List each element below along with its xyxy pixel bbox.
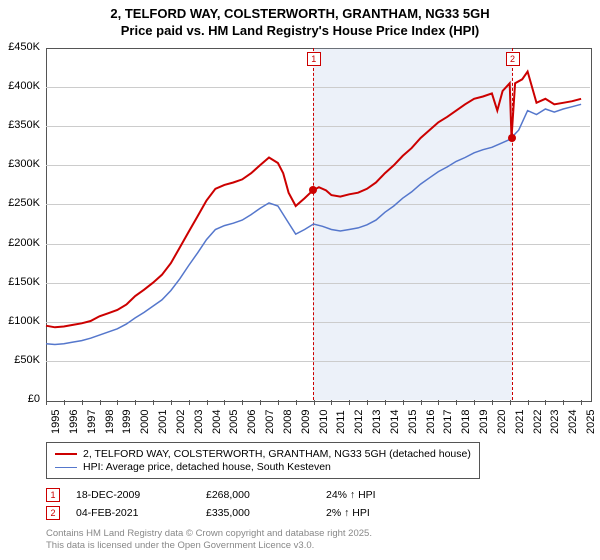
legend-swatch <box>55 467 77 468</box>
sale-price: £268,000 <box>206 489 326 501</box>
sale-row: 1 18-DEC-2009£268,00024% ↑ HPI <box>46 486 446 504</box>
legend: 2, TELFORD WAY, COLSTERWORTH, GRANTHAM, … <box>46 442 480 479</box>
legend-row: HPI: Average price, detached house, Sout… <box>55 461 471 473</box>
sale-delta: 2% ↑ HPI <box>326 507 446 519</box>
legend-swatch <box>55 453 77 455</box>
sale-marker-label: 2 <box>506 52 520 66</box>
series-line <box>46 72 581 328</box>
sale-marker-dot <box>508 134 516 142</box>
sale-date: 04-FEB-2021 <box>76 507 206 519</box>
sale-date: 18-DEC-2009 <box>76 489 206 501</box>
legend-label: 2, TELFORD WAY, COLSTERWORTH, GRANTHAM, … <box>83 448 471 460</box>
sale-row-marker: 2 <box>46 506 60 520</box>
series-line <box>46 104 581 344</box>
sales-table: 1 18-DEC-2009£268,00024% ↑ HPI 2 04-FEB-202… <box>46 486 446 522</box>
sale-row-marker: 1 <box>46 488 60 502</box>
legend-label: HPI: Average price, detached house, Sout… <box>83 461 331 473</box>
legend-row: 2, TELFORD WAY, COLSTERWORTH, GRANTHAM, … <box>55 448 471 460</box>
sale-delta: 24% ↑ HPI <box>326 489 446 501</box>
footer-line1: Contains HM Land Registry data © Crown c… <box>46 528 372 539</box>
footer: Contains HM Land Registry data © Crown c… <box>46 528 372 553</box>
sale-row: 2 04-FEB-2021£335,0002% ↑ HPI <box>46 504 446 522</box>
footer-line2: This data is licensed under the Open Gov… <box>46 540 314 551</box>
sale-marker-label: 1 <box>307 52 321 66</box>
sale-price: £335,000 <box>206 507 326 519</box>
